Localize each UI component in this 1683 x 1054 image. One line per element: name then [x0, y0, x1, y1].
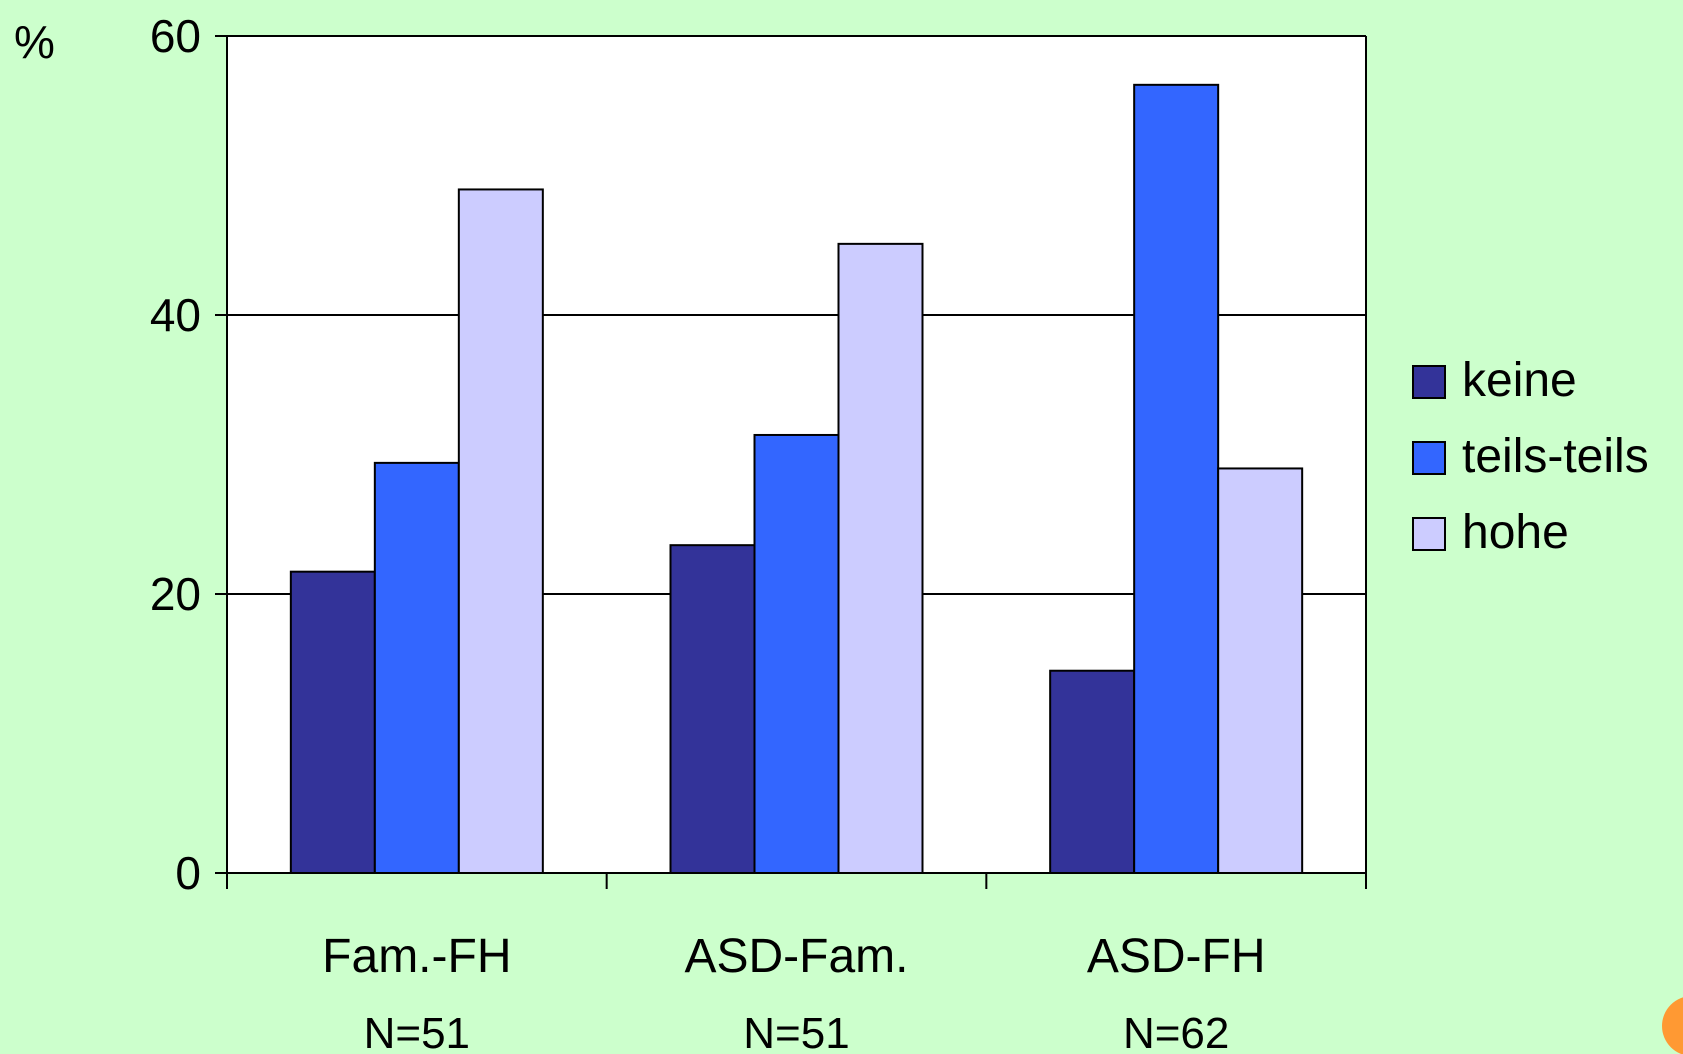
x-category-label: ASD-Fam.	[684, 930, 908, 983]
bar-hohe-ASD-FH	[1217, 467, 1304, 874]
y-unit-label: %	[14, 16, 55, 68]
y-tick-label: 40	[150, 289, 201, 341]
x-category-label: ASD-FH	[1087, 930, 1266, 983]
legend-swatch-teils-teils	[1412, 441, 1446, 475]
bar-teils-teils-Fam.-FH	[373, 461, 460, 874]
bar-hohe-Fam.-FH	[457, 188, 544, 874]
bars	[289, 83, 1304, 875]
x-category-label: Fam.-FH	[322, 930, 511, 983]
corner-decoration	[1662, 996, 1683, 1054]
axes	[215, 35, 1367, 889]
y-tick-label: 60	[150, 10, 201, 62]
x-category-sublabel: N=51	[364, 1009, 470, 1054]
bar-teils-teils-ASD-FH	[1133, 83, 1220, 874]
bar-keine-ASD-Fam.	[669, 544, 756, 874]
legend-label: teils-teils	[1462, 430, 1649, 483]
legend-label: hohe	[1462, 506, 1569, 559]
y-tick-labels: 0 20 40 60	[150, 10, 201, 899]
y-tick-label: 20	[150, 568, 201, 620]
x-category-labels: Fam.-FH N=51 ASD-Fam. N=51 ASD-FH N=62	[322, 930, 1265, 1054]
bar-keine-Fam.-FH	[289, 570, 376, 874]
legend-swatch-keine	[1412, 365, 1446, 399]
y-tick-label: 0	[175, 847, 201, 899]
x-category-sublabel: N=51	[743, 1009, 849, 1054]
x-category-sublabel: N=62	[1123, 1009, 1229, 1054]
legend: keine teils-teils hohe	[1412, 354, 1649, 559]
bar-hohe-ASD-Fam.	[837, 242, 924, 875]
legend-label: keine	[1462, 354, 1577, 407]
legend-swatch-hohe	[1412, 517, 1446, 551]
bar-keine-ASD-FH	[1049, 669, 1136, 874]
bar-teils-teils-ASD-Fam.	[753, 433, 840, 874]
